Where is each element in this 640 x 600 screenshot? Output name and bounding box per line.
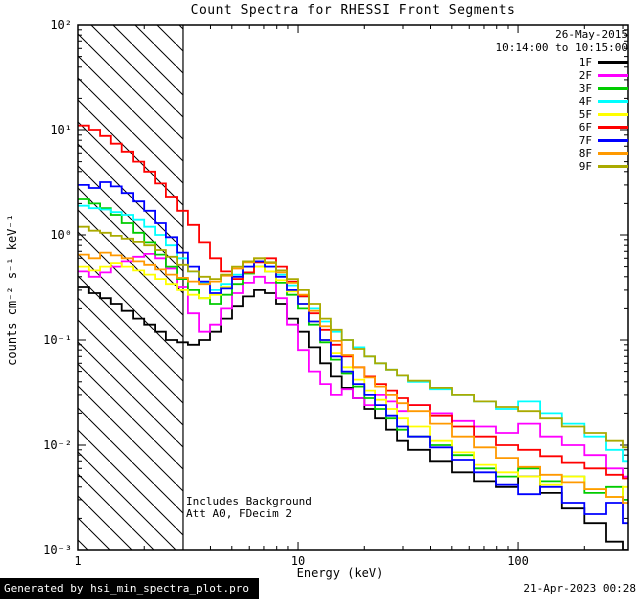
legend-item-2F: 2F xyxy=(579,69,628,82)
legend-item-4F: 4F xyxy=(579,95,628,108)
legend-label-3F: 3F xyxy=(578,82,592,95)
legend-label-5F: 5F xyxy=(578,108,592,121)
series-line-9F xyxy=(78,225,628,449)
legend-swatch-9F xyxy=(598,165,628,168)
y-tick-label: 10² xyxy=(50,18,72,32)
legend-swatch-7F xyxy=(598,139,628,142)
y-tick-label: 10⁻¹ xyxy=(43,333,72,347)
legend-item-6F: 6F xyxy=(579,121,628,134)
legend-label-1F: 1F xyxy=(578,56,592,69)
legend-label-8F: 8F xyxy=(578,147,592,160)
plot-timestamp: 21-Apr-2023 00:28 xyxy=(523,582,636,595)
legend-label-9F: 9F xyxy=(578,160,592,173)
legend-item-5F: 5F xyxy=(579,108,628,121)
annotation-attenuator-state: Att A0, FDecim 2 xyxy=(186,507,292,520)
legend-label-6F: 6F xyxy=(578,121,592,134)
y-tick-label: 10⁻³ xyxy=(43,543,72,557)
legend-swatch-5F xyxy=(598,113,628,116)
legend-item-7F: 7F xyxy=(579,134,628,147)
legend-swatch-3F xyxy=(598,87,628,90)
legend-item-1F: 1F xyxy=(579,56,628,69)
x-axis-label: Energy (keV) xyxy=(297,566,384,580)
spectra-series xyxy=(78,124,628,550)
legend-item-3F: 3F xyxy=(579,82,628,95)
chart-title: Count Spectra for RHESSI Front Segments xyxy=(190,3,516,18)
series-line-6F xyxy=(78,124,628,480)
y-tick-label: 10⁰ xyxy=(50,228,72,242)
plot-frame xyxy=(77,24,629,551)
x-tick-label: 1 xyxy=(74,554,81,568)
x-tick-label: 10 xyxy=(291,554,305,568)
observation-date: 26-May-2015 xyxy=(555,28,628,41)
observation-time-range: 10:14:00 to 10:15:00 xyxy=(495,41,628,54)
y-axis-label: counts cm⁻² s⁻¹ keV⁻¹ xyxy=(5,214,19,366)
hatched-low-energy-region xyxy=(78,25,183,550)
annotation-includes-background: Includes Background xyxy=(186,495,312,508)
legend-swatch-8F xyxy=(598,152,628,155)
generator-credit: Generated by hsi_min_spectra_plot.pro xyxy=(0,578,260,599)
y-tick-label: 10¹ xyxy=(50,123,72,137)
legend-label-7F: 7F xyxy=(578,134,592,147)
legend-swatch-2F xyxy=(598,74,628,77)
legend-swatch-1F xyxy=(598,61,628,64)
series-line-8F xyxy=(78,251,628,504)
x-tick-label: 100 xyxy=(507,554,529,568)
legend-item-8F: 8F xyxy=(579,147,628,160)
legend-item-9F: 9F xyxy=(579,160,628,173)
legend-label-2F: 2F xyxy=(578,69,592,82)
legend-label-4F: 4F xyxy=(578,95,592,108)
series-line-2F xyxy=(78,253,628,478)
legend-swatch-6F xyxy=(598,126,628,129)
detector-legend: 1F 2F 3F 4F 5F 6F 7F 8F 9F xyxy=(579,56,628,173)
legend-swatch-4F xyxy=(598,100,628,103)
series-line-7F xyxy=(78,181,628,525)
y-tick-label: 10⁻² xyxy=(43,438,72,452)
